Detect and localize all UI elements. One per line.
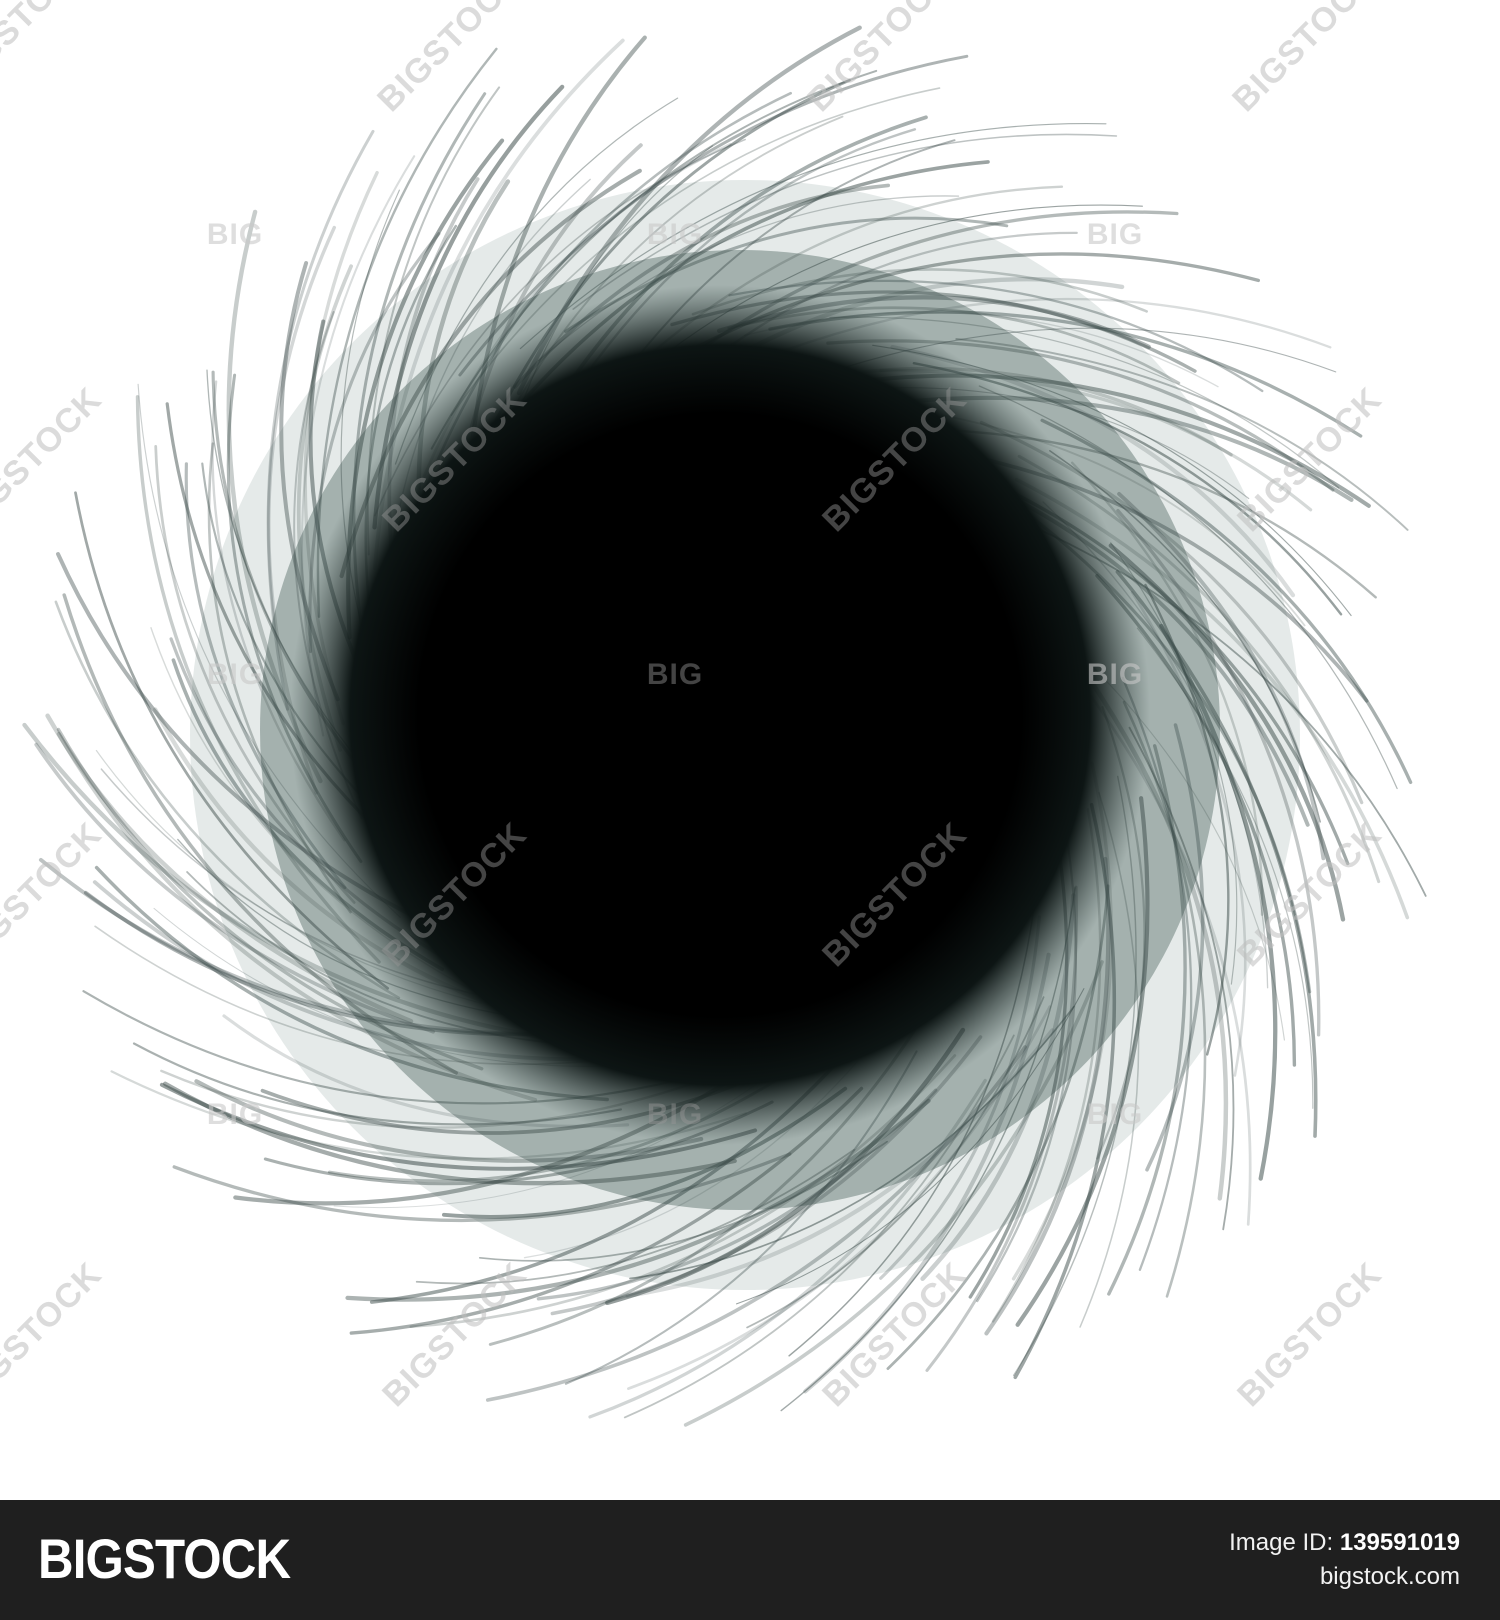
swirl-strand xyxy=(536,1088,938,1301)
swirl-strand xyxy=(226,209,323,784)
swirl-strand xyxy=(415,1148,855,1285)
swirl-strand xyxy=(159,1082,758,1171)
swirl-strand xyxy=(194,1079,704,1163)
swirl-strand xyxy=(394,97,679,465)
swirl-strand xyxy=(1116,508,1321,1037)
swirl-strand xyxy=(1095,574,1297,1067)
swirl-strand xyxy=(56,732,538,1102)
swirl-illustration xyxy=(22,25,1427,1427)
image-id-value: 139591019 xyxy=(1339,1529,1460,1556)
brand-logo: BIGSTOCK xyxy=(38,1527,291,1590)
swirl-strand xyxy=(683,960,1104,1427)
swirl-strand xyxy=(1128,726,1235,1231)
swirl-strand xyxy=(627,1005,1052,1390)
swirl-strand xyxy=(409,1054,957,1329)
swirl-strand xyxy=(978,385,1398,790)
swirl-core xyxy=(290,285,1150,1145)
image-id-label: Image ID: xyxy=(1229,1529,1334,1556)
swirl-strand xyxy=(925,885,1078,1372)
swirl-strand xyxy=(1071,461,1264,916)
image-id-line: Image ID: 139591019 xyxy=(1229,1526,1460,1560)
swirl-strand xyxy=(1049,450,1321,823)
swirl-strand xyxy=(478,1140,888,1262)
swirl-strand xyxy=(458,54,969,377)
swirl-strand xyxy=(955,338,1409,531)
swirl-strand xyxy=(886,884,1110,1370)
swirl-strand xyxy=(316,47,498,618)
image-meta: Image ID: 139591019 bigstock.com xyxy=(1229,1526,1460,1594)
swirl-strand xyxy=(62,593,458,1075)
swirl-strand xyxy=(629,1005,1075,1280)
swirl-strand xyxy=(163,1081,737,1186)
swirl-strand xyxy=(1015,796,1150,1327)
swirl-strand xyxy=(56,727,484,1071)
swirl-strand xyxy=(349,1086,864,1335)
swirl-strand xyxy=(984,856,1111,1336)
swirl-strand xyxy=(1107,744,1187,1296)
swirl-strand xyxy=(1121,676,1193,1271)
swirl-strand xyxy=(485,1045,1027,1402)
swirl-strand xyxy=(184,462,347,890)
swirl-strand xyxy=(735,988,1085,1305)
swirl-strand xyxy=(572,133,1118,310)
swirl-strand xyxy=(34,742,436,1034)
swirl-strand xyxy=(135,395,381,964)
site-url: bigstock.com xyxy=(1319,1563,1460,1590)
swirl-strand xyxy=(728,279,1264,393)
swirl-strand xyxy=(154,445,356,904)
swirl-strand xyxy=(1117,491,1326,861)
swirl-strand xyxy=(588,1078,987,1419)
swirl-strand xyxy=(74,491,390,990)
swirl-strand xyxy=(1130,590,1247,1077)
swirl-strand xyxy=(54,600,401,1000)
swirl-strand xyxy=(1145,723,1205,1172)
swirl-strand xyxy=(829,316,1340,489)
swirl-strand xyxy=(1040,418,1413,784)
swirl-strand xyxy=(625,1028,1055,1298)
swirl-strand xyxy=(345,1098,931,1302)
swirl-strand xyxy=(222,1014,630,1128)
swirl-strand xyxy=(266,129,375,711)
image-canvas: BIGSTOCK BIGSTOCK BIGSTOCK BIGSTOCK BIG … xyxy=(0,0,1427,1427)
swirl-strand xyxy=(1136,627,1314,1109)
swirl-strand xyxy=(1159,623,1278,1181)
swirl-strand xyxy=(746,996,1045,1329)
swirl-strand xyxy=(519,123,1107,350)
swirl-strand xyxy=(207,442,352,914)
swirl-strand xyxy=(132,1042,622,1126)
swirl-strand xyxy=(1108,543,1346,922)
swirl-strand xyxy=(45,713,414,1024)
swirl-strand xyxy=(172,1152,792,1223)
swirl-strand xyxy=(803,952,1051,1394)
swirl-strand xyxy=(623,1034,1015,1419)
footer-bar: BIGSTOCK Image ID: 139591019 bigstock.co… xyxy=(0,1500,1500,1620)
swirl-strand xyxy=(1122,700,1207,1298)
swirl-strand xyxy=(1110,542,1238,985)
